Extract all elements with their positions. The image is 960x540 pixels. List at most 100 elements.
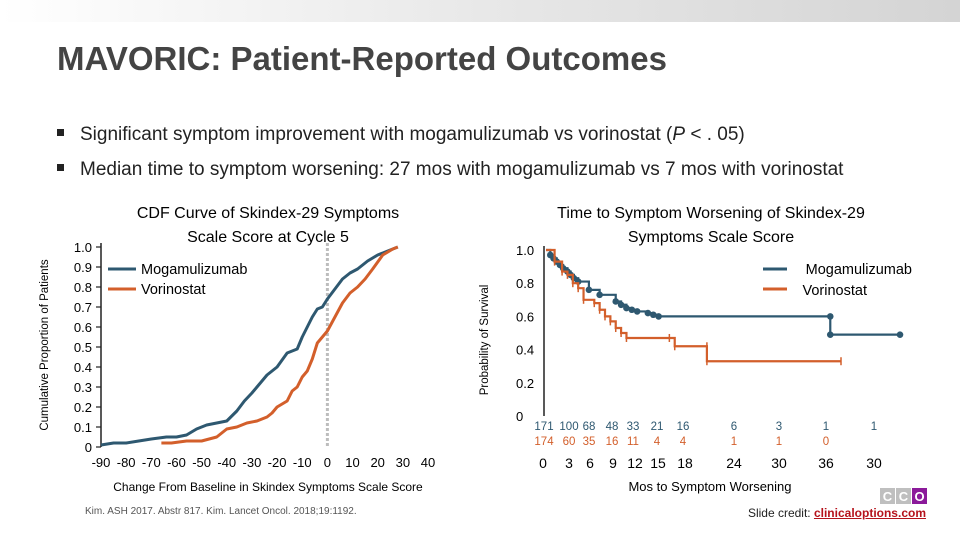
logo-letter: O [914, 489, 924, 504]
y-tick-label: 1.0 [74, 240, 92, 255]
at-risk-mogamulizumab: 21 [651, 421, 664, 433]
y-tick-label: 0.6 [74, 320, 92, 335]
censor-mark-mogamulizumab [617, 301, 625, 309]
x-tick-label: 6 [586, 455, 594, 471]
x-tick-label: 15 [650, 455, 666, 471]
bullet-1-text-pre: Significant symptom improvement with mog… [80, 124, 673, 145]
legend: Mogamulizumab Vorinostat [763, 262, 912, 299]
y-tick-label: 0.8 [516, 276, 534, 291]
x-tick-label: -40 [217, 455, 236, 470]
x-tick-label: -80 [117, 455, 136, 470]
x-tick-label: 40 [421, 455, 435, 470]
logo-block [912, 488, 927, 504]
y-tick-label: 0.9 [74, 260, 92, 275]
y-tick-label: 0.2 [516, 376, 534, 391]
y-axis-label: Cumulative Proportion of Patients [39, 259, 51, 431]
km-chart: Time to Symptom Worsening of Skindex-29 … [479, 205, 912, 494]
y-axis-label: Probability of Survival [479, 285, 491, 396]
bullet-square-icon [57, 164, 64, 172]
legend-label-vorinostat: Vorinostat [141, 282, 206, 298]
censor-mark-mogamulizumab [596, 291, 603, 299]
censor-mark-mogamulizumab [826, 331, 834, 338]
legend: Mogamulizumab Vorinostat [108, 262, 247, 298]
censor-mark-mogamulizumab [623, 304, 630, 312]
x-tick-label: 3 [565, 455, 573, 471]
at-risk-vorinostat: 4 [680, 436, 687, 448]
censor-mark-mogamulizumab [628, 306, 636, 314]
at-risk-mogamulizumab: 100 [559, 421, 578, 433]
at-risk-mogamulizumab: 48 [606, 421, 619, 433]
at-risk-vorinostat: 174 [534, 436, 554, 448]
cdf-chart: CDF Curve of Skindex-29 Symptoms Scale S… [39, 205, 435, 494]
y-tick-label: 0.4 [516, 343, 534, 358]
censor-mark-mogamulizumab [655, 313, 662, 320]
x-tick-label: -60 [167, 455, 186, 470]
y-tick-label: 0.2 [74, 400, 92, 415]
y-tick-label: 0.5 [74, 340, 92, 355]
chart-title-line-1: Time to Symptom Worsening of Skindex-29 [557, 205, 865, 222]
bullet-1: Significant symptom improvement with mog… [57, 124, 745, 146]
credit-link[interactable]: clinicaloptions.com [813, 506, 926, 520]
x-tick-label: -20 [268, 455, 287, 470]
at-risk-mogamulizumab: 1 [871, 421, 877, 433]
x-tick-label: -90 [92, 455, 111, 470]
censor-mark-mogamulizumab [612, 298, 620, 305]
y-tick-label: 0.3 [74, 380, 92, 395]
x-tick-label: 30 [771, 455, 787, 471]
at-risk-mogamulizumab: 33 [627, 421, 640, 433]
bullet-1-p-symbol: P [672, 124, 686, 145]
at-risk-vorinostat: 35 [583, 436, 596, 448]
x-tick-label: -10 [293, 455, 312, 470]
censor-mark-mogamulizumab [585, 286, 593, 294]
at-risk-vorinostat: 16 [606, 436, 619, 448]
logo-letter: C [899, 489, 909, 504]
series-line-vorinostat [161, 245, 399, 445]
at-risk-mogamulizumab: 1 [823, 421, 829, 433]
at-risk-mogamulizumab: 68 [583, 421, 596, 433]
at-risk-vorinostat: 1 [731, 436, 737, 448]
x-tick-label: -50 [192, 455, 211, 470]
legend-label-vorinostat: Vorinostat [803, 283, 868, 299]
series-line-mogamulizumab [100, 245, 399, 447]
credit-label: Slide credit: [747, 506, 814, 520]
x-tick-label: -30 [243, 455, 262, 470]
legend-label-mogamulizumab: Mogamulizumab [806, 262, 912, 278]
chart-title-line-1: CDF Curve of Skindex-29 Symptoms [137, 205, 399, 222]
x-tick-label: -70 [142, 455, 161, 470]
slide-credit: Slide credit: clinicaloptions.com [748, 506, 926, 520]
y-tick-label: 0.6 [516, 309, 534, 324]
x-axis-label: Change From Baseline in Skindex Symptoms… [113, 480, 423, 494]
x-tick-label: 20 [370, 455, 384, 470]
top-banner [0, 0, 960, 22]
at-risk-mogamulizumab: 6 [731, 421, 737, 433]
x-tick-label: 10 [345, 455, 359, 470]
y-tick-label: 1.0 [516, 243, 534, 258]
at-risk-vorinostat: 4 [654, 436, 661, 448]
censor-mark-mogamulizumab [826, 313, 834, 320]
citation: Kim. ASH 2017. Abstr 817. Kim. Lancet On… [85, 506, 357, 517]
chart-title-line-2: Symptoms Scale Score [628, 229, 794, 246]
chart-title-line-2: Scale Score at Cycle 5 [187, 229, 349, 246]
slide-title: MAVORIC: Patient-Reported Outcomes [57, 40, 667, 77]
x-tick-label: 0 [539, 455, 547, 471]
legend-label-mogamulizumab: Mogamulizumab [141, 262, 247, 278]
logo-letter: C [883, 489, 893, 504]
at-risk-vorinostat: 60 [563, 436, 576, 448]
x-tick-label: 30 [396, 455, 410, 470]
at-risk-vorinostat: 11 [627, 436, 639, 448]
series-step-vorinostat [546, 248, 841, 363]
censor-mark-mogamulizumab [644, 309, 652, 317]
bullet-1-text-post: < . 05) [685, 124, 745, 145]
y-tick-label: 0 [516, 409, 523, 424]
logo-block [880, 488, 895, 504]
x-tick-label: 30 [866, 455, 882, 471]
bullet-2: Median time to symptom worsening: 27 mos… [57, 159, 843, 181]
y-tick-label: 0 [85, 440, 92, 455]
at-risk-vorinostat: 0 [823, 436, 829, 448]
x-tick-label: 12 [627, 455, 643, 471]
y-tick-label: 0.8 [74, 280, 92, 295]
logo-block [896, 488, 911, 504]
bullet-2-text: Median time to symptom worsening: 27 mos… [80, 159, 844, 180]
at-risk-mogamulizumab: 3 [776, 421, 782, 433]
censor-mark-mogamulizumab [633, 308, 641, 315]
